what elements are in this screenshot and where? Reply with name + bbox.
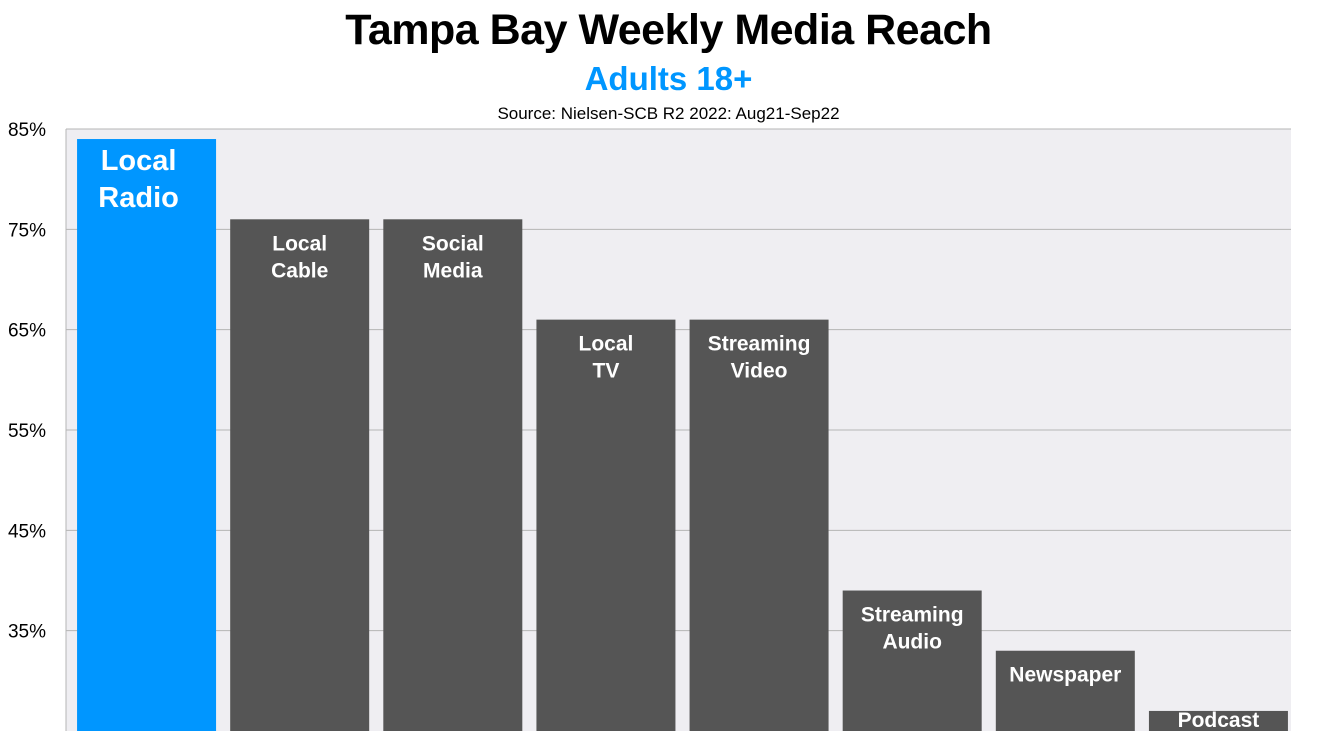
y-tick-label: 45% [8, 521, 46, 542]
bar-label: Streaming [708, 333, 811, 356]
bar-label: Audio [882, 631, 941, 654]
bar [842, 590, 982, 731]
y-tick-label: 65% [8, 321, 46, 342]
bar [995, 650, 1135, 731]
bar-label: Local [101, 145, 177, 177]
y-tick-label: 85% [8, 120, 46, 141]
bar-label: Media [423, 259, 483, 282]
bar [536, 319, 676, 731]
chart-subtitle: Adults 18+ [584, 60, 753, 97]
bar [383, 219, 523, 732]
chart-title: Tampa Bay Weekly Media Reach [345, 6, 992, 54]
bar-label: Local [272, 232, 327, 255]
bar-label: Cable [271, 259, 328, 282]
bar [230, 219, 370, 732]
chart-source-note: Source: Nielsen-SCB R2 2022: Aug21-Sep22 [497, 104, 840, 123]
y-tick-label: 35% [8, 622, 46, 643]
y-tick-label: 55% [8, 421, 46, 442]
bar-label: Local [579, 333, 634, 356]
bar-label: Streaming [861, 604, 964, 627]
y-tick-label: 75% [8, 220, 46, 241]
bar-label: Radio [98, 182, 179, 214]
bar-label: Social [422, 232, 484, 255]
bar-label: TV [593, 360, 620, 383]
bar-label: Podcast [1178, 709, 1260, 732]
bar-label: Video [731, 360, 788, 383]
bar [77, 139, 217, 732]
bar [689, 319, 829, 731]
bar [1148, 710, 1288, 731]
bar-label: Newspaper [1009, 664, 1121, 687]
